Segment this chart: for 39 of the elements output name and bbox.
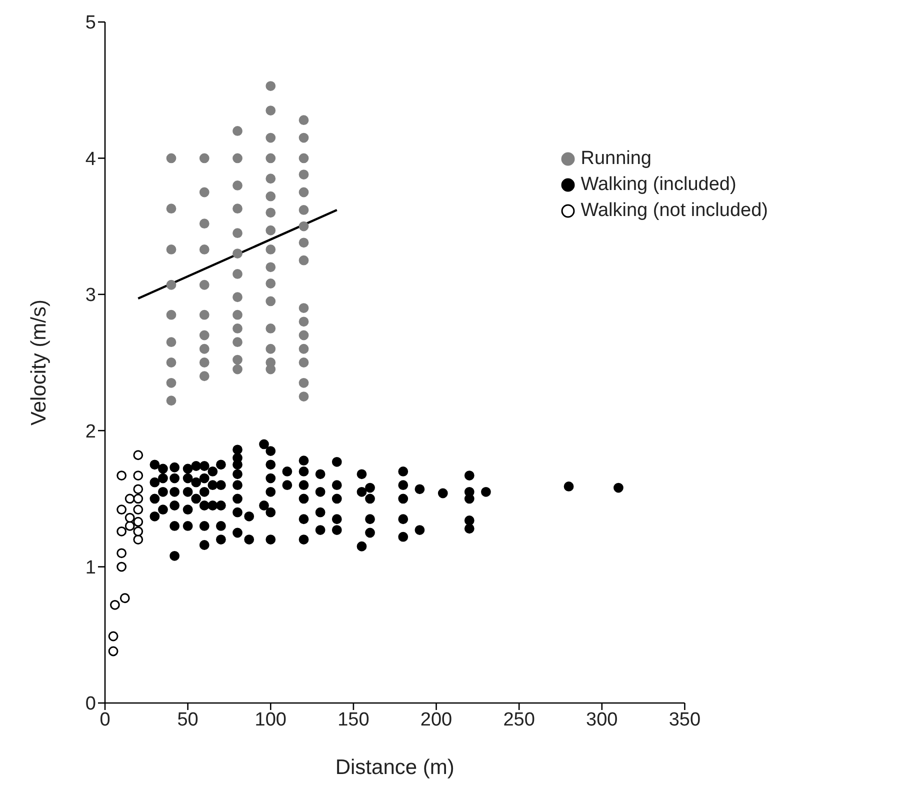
point — [124, 494, 135, 504]
y-tick-label: 5 — [85, 12, 96, 34]
y-tick-label: 1 — [85, 558, 96, 579]
point — [116, 562, 127, 572]
x-tick-label: 350 — [668, 709, 701, 730]
point — [124, 520, 135, 531]
point — [108, 631, 118, 642]
point — [133, 516, 144, 527]
x-tick-label: 0 — [100, 709, 110, 730]
x-tick-label: 50 — [177, 709, 198, 730]
point — [116, 548, 127, 558]
y-tick-label: 4 — [85, 148, 96, 170]
point — [133, 494, 144, 504]
x-tick-label: 300 — [586, 709, 618, 730]
point — [133, 526, 144, 536]
point — [133, 470, 144, 480]
point — [108, 646, 118, 656]
point — [120, 593, 130, 604]
legend-label: Walking (included) — [580, 174, 736, 196]
y-axis-title: Velocity (m/s) — [27, 299, 50, 426]
point — [110, 600, 120, 610]
legend-label: Running — [580, 148, 652, 170]
point — [124, 512, 135, 523]
y-tick-label: 3 — [85, 285, 96, 306]
y-tick-label: 2 — [85, 421, 96, 442]
point — [133, 534, 144, 545]
y-tick-label: 0 — [85, 694, 96, 715]
x-axis-title: Distance (m) — [335, 756, 454, 779]
x-tick-label: 200 — [420, 709, 452, 730]
point — [116, 526, 127, 536]
legend-label: Walking (not included) — [580, 200, 768, 222]
point — [133, 504, 144, 515]
point — [116, 504, 127, 515]
point — [133, 484, 144, 494]
x-tick-label: 250 — [503, 709, 535, 730]
x-tick-label: 100 — [254, 709, 286, 730]
point — [116, 470, 127, 480]
point — [133, 450, 144, 460]
x-tick-label: 150 — [338, 709, 370, 730]
